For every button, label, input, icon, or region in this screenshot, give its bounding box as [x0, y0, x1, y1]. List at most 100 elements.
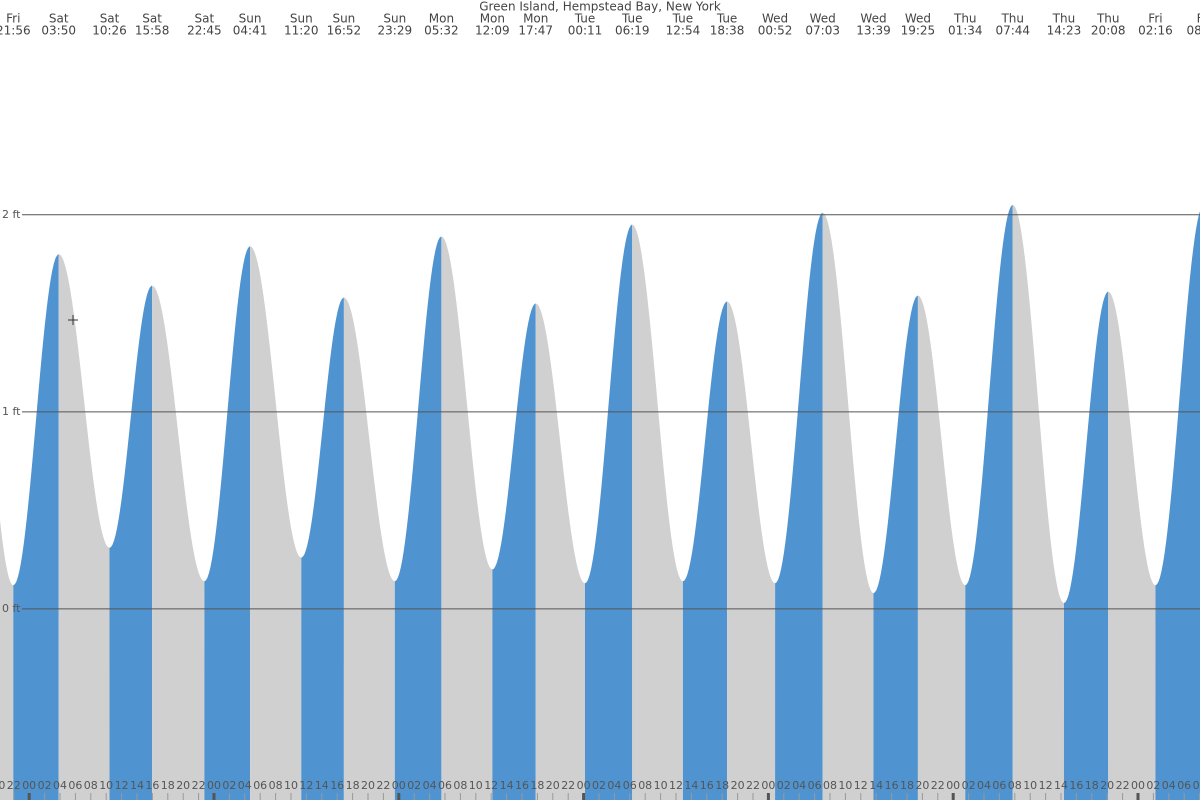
- tide-segment: [250, 246, 302, 800]
- tide-segment: [775, 212, 823, 800]
- hour-label: 20: [1100, 779, 1114, 792]
- hour-label: 02: [962, 779, 976, 792]
- hour-label: 16: [515, 779, 529, 792]
- extreme-day: Thu: [1000, 12, 1024, 26]
- hour-label: 02: [777, 779, 791, 792]
- extreme-day: Tue: [574, 12, 596, 26]
- hour-label: 06: [438, 779, 452, 792]
- tide-segment: [682, 301, 728, 800]
- hour-label: 10: [1023, 779, 1037, 792]
- tide-segment: [441, 236, 493, 800]
- extreme-time: 23:29: [378, 24, 413, 38]
- extreme-time: 05:32: [424, 24, 459, 38]
- hour-label: 06: [253, 779, 267, 792]
- hour-label: 20: [0, 779, 5, 792]
- hour-label: 14: [315, 779, 329, 792]
- hour-label: 02: [38, 779, 52, 792]
- hour-label: 12: [484, 779, 498, 792]
- tide-segment: [632, 224, 683, 800]
- hour-label: 20: [176, 779, 190, 792]
- hour-label: 08: [1008, 779, 1022, 792]
- extreme-time: 08:33: [1187, 24, 1200, 38]
- extreme-day: Wed: [762, 12, 788, 26]
- extreme-time: 21:56: [0, 24, 31, 38]
- extreme-time: 19:25: [901, 24, 936, 38]
- tide-segment: [1063, 291, 1109, 800]
- hour-label: 20: [546, 779, 560, 792]
- hour-label: 16: [330, 779, 344, 792]
- hour-label: 00: [577, 779, 591, 792]
- hour-label: 08: [823, 779, 837, 792]
- tide-segment: [873, 295, 918, 800]
- extreme-time: 10:26: [92, 24, 127, 38]
- grid: 0 ft 1 ft 2 ft: [2, 208, 1200, 615]
- tide-segment: [204, 246, 251, 800]
- y-tick-label: 2 ft: [2, 208, 21, 221]
- chart-title: Green Island, Hempstead Bay, New York: [479, 0, 721, 14]
- hour-label: 08: [638, 779, 652, 792]
- hour-label: 10: [654, 779, 668, 792]
- extreme-time: 12:54: [666, 24, 701, 38]
- extreme-day: Mon: [480, 12, 505, 26]
- hour-label: 00: [946, 779, 960, 792]
- hour-label: 14: [1054, 779, 1068, 792]
- tide-segment: [965, 204, 1013, 800]
- hour-label: 22: [561, 779, 575, 792]
- extreme-day: Sun: [290, 12, 313, 26]
- extreme-day: Wed: [905, 12, 931, 26]
- hour-label: 20: [731, 779, 745, 792]
- hour-label: 06: [1177, 779, 1191, 792]
- hour-label: 12: [1039, 779, 1053, 792]
- hour-label: 16: [145, 779, 159, 792]
- hour-label: 16: [885, 779, 899, 792]
- hour-label: 18: [161, 779, 175, 792]
- hour-label: 22: [931, 779, 945, 792]
- hour-label: 02: [1146, 779, 1160, 792]
- extreme-time: 04:41: [233, 24, 268, 38]
- extreme-time: 07:03: [805, 24, 840, 38]
- hour-label: 22: [376, 779, 390, 792]
- hour-label: 00: [761, 779, 775, 792]
- tide-fills: [0, 204, 1200, 800]
- labels: Fri21:56Sat03:50Sat10:26Sat15:58Sat22:45…: [0, 12, 1200, 800]
- hour-label: 08: [1193, 779, 1200, 792]
- hour-label: 16: [1069, 779, 1083, 792]
- hour-label: 14: [684, 779, 698, 792]
- extreme-day: Mon: [523, 12, 548, 26]
- hour-label: 12: [854, 779, 868, 792]
- hour-label: 06: [992, 779, 1006, 792]
- extreme-time: 06:19: [615, 24, 650, 38]
- hour-label: 22: [192, 779, 206, 792]
- extreme-day: Tue: [716, 12, 738, 26]
- hour-label: 14: [130, 779, 144, 792]
- extreme-time: 11:20: [284, 24, 319, 38]
- tide-segment: [109, 285, 153, 800]
- tide-segment: [1108, 291, 1156, 800]
- extreme-day: Thu: [1096, 12, 1120, 26]
- extreme-day: Sun: [332, 12, 355, 26]
- hour-label: 08: [84, 779, 98, 792]
- extreme-time: 13:39: [856, 24, 891, 38]
- tide-segment: [0, 520, 14, 800]
- extreme-day: Fri: [1148, 12, 1162, 26]
- tide-segment: [585, 224, 633, 800]
- tide-segment: [1155, 211, 1200, 800]
- hour-label: 22: [746, 779, 760, 792]
- extreme-day: Sun: [383, 12, 406, 26]
- extreme-time: 17:47: [518, 24, 553, 38]
- tide-segment: [152, 285, 205, 800]
- extreme-time: 16:52: [327, 24, 362, 38]
- hour-label: 04: [977, 779, 991, 792]
- hour-label: 16: [700, 779, 714, 792]
- hour-label: 18: [346, 779, 360, 792]
- hour-label: 12: [115, 779, 129, 792]
- hour-label: 20: [361, 779, 375, 792]
- extreme-day: Fri: [1197, 12, 1200, 26]
- extreme-day: Sat: [142, 12, 162, 26]
- hour-label: 04: [607, 779, 621, 792]
- extreme-time: 20:08: [1091, 24, 1126, 38]
- hour-label: 06: [808, 779, 822, 792]
- extreme-time: 01:34: [948, 24, 983, 38]
